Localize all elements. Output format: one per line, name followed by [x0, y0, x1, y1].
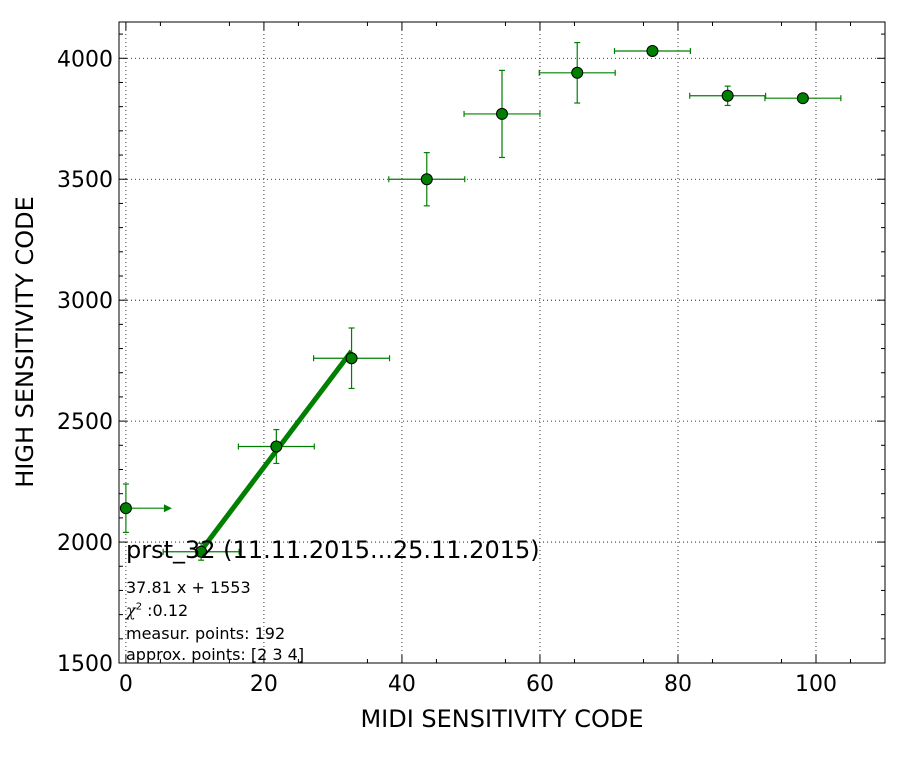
y-axis-label: HIGH SENSITIVITY CODE — [11, 196, 39, 488]
y-tick-label: 2500 — [57, 410, 113, 435]
chi-squared-text: χ2 :0.12 — [126, 601, 188, 620]
measur-points-text: measur. points: 192 — [126, 624, 286, 643]
limit-arrow-head — [163, 504, 172, 513]
chi-exponent: 2 — [135, 601, 143, 613]
data-point — [345, 352, 358, 365]
data-point — [420, 173, 433, 186]
axis-ticks — [119, 22, 885, 664]
chart-title: prst_32 (11.11.2015...25.11.2015) — [126, 536, 540, 564]
x-tick-labels: 0 20 40 60 80 100 — [119, 672, 837, 697]
y-tick-label: 1500 — [57, 652, 113, 677]
data-points — [119, 45, 809, 558]
chi-value: :0.12 — [142, 601, 189, 620]
data-point — [721, 89, 734, 102]
data-point — [270, 440, 283, 453]
x-axis-label: MIDI SENSITIVITY CODE — [360, 705, 643, 733]
y-tick-label: 4000 — [57, 47, 113, 72]
chi-symbol: χ — [126, 601, 136, 620]
x-tick-label: 40 — [388, 672, 416, 697]
x-tick-label: 80 — [664, 672, 692, 697]
x-tick-label: 0 — [119, 672, 133, 697]
plot-frame — [118, 21, 886, 664]
x-tick-label: 60 — [526, 672, 554, 697]
y-tick-label: 3500 — [57, 168, 113, 193]
data-point — [195, 545, 208, 558]
y-tick-label: 2000 — [57, 531, 113, 556]
x-tick-label: 20 — [250, 672, 278, 697]
y-tick-label: 3000 — [57, 289, 113, 314]
x-tick-label: 100 — [795, 672, 837, 697]
data-point — [119, 502, 132, 515]
data-point — [496, 107, 508, 120]
approx-points-text: approx. points: [2 3 4] — [126, 645, 305, 664]
data-point — [571, 66, 584, 79]
data-point — [796, 92, 809, 105]
fit-equation-text: 37.81 x + 1553 — [126, 578, 251, 597]
error-bars — [122, 41, 842, 561]
grid — [119, 22, 885, 664]
y-tick-labels: 1500 2000 2500 3000 3500 4000 — [57, 47, 113, 677]
minor-ticks — [119, 22, 885, 663]
data-point — [646, 45, 659, 58]
